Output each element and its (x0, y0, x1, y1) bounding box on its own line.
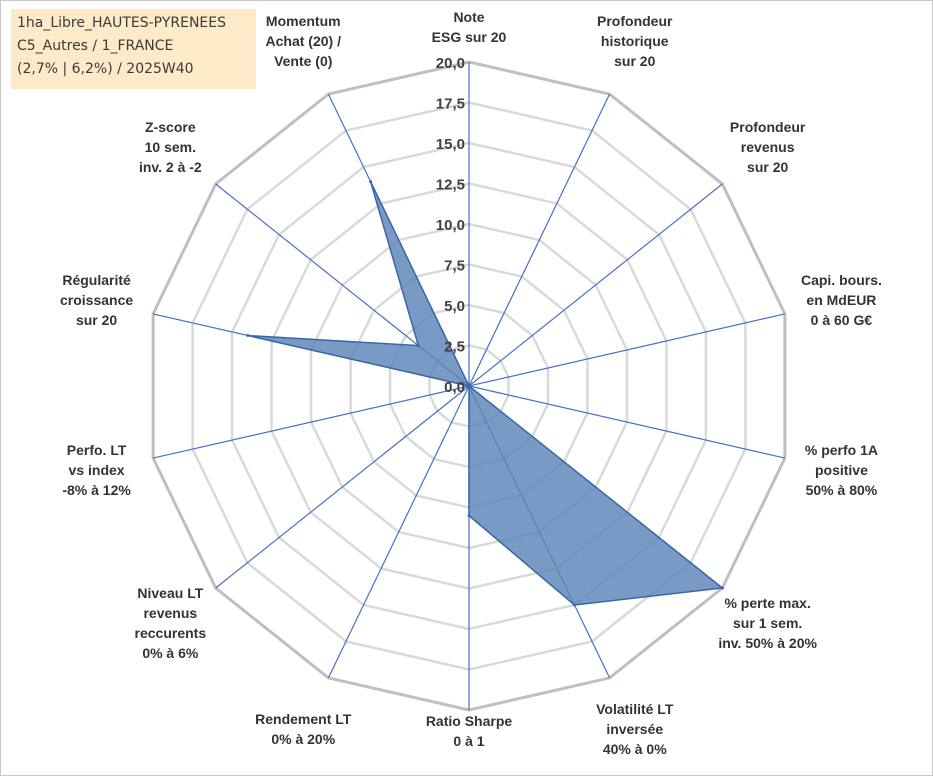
axis-label-8-line-0: Rendement LT (255, 711, 352, 727)
axis-label-10-line-1: vs index (69, 462, 125, 478)
axis-label-7-line-0: Ratio Sharpe (426, 713, 513, 729)
axis-label-11: Régularité croissance sur 20 (60, 272, 133, 328)
axis-spoke-9 (215, 385, 470, 589)
axis-spoke-10 (152, 385, 470, 459)
axis-label-3-line-1: en MdEUR (806, 292, 876, 308)
axis-label-7-line-1: 0 à 1 (453, 733, 484, 749)
tick-label-3: 7,5 (444, 258, 465, 275)
axis-label-13-line-2: Vente (0) (274, 53, 332, 69)
axis-label-9-line-2: reccurents (135, 625, 207, 641)
axis-label-13-line-1: Achat (20) / (266, 33, 342, 49)
axis-label-10-line-0: Perfo. LT (67, 442, 127, 458)
axis-label-5: % perte max. sur 1 sem. inv. 50% à 20% (718, 595, 817, 651)
axis-label-11-line-1: croissance (60, 292, 133, 308)
axis-spoke-3 (468, 313, 786, 387)
axis-label-6: Volatilité LT inversée 40% à 0% (596, 701, 674, 757)
axis-label-3: Capi. bours. en MdEUR 0 à 60 G€ (801, 272, 882, 328)
axis-label-11-line-0: Régularité (62, 272, 131, 288)
axis-label-2-line-0: Profondeur (730, 119, 806, 135)
axis-label-0-line-1: ESG sur 20 (432, 29, 507, 45)
axis-label-7: Ratio Sharpe 0 à 1 (426, 713, 513, 749)
axis-label-11-line-2: sur 20 (76, 312, 117, 328)
tick-label-0: 0,0 (444, 379, 465, 396)
axis-spoke-2 (468, 183, 723, 387)
axis-label-8: Rendement LT 0% à 20% (255, 711, 352, 747)
data-point-13 (369, 180, 373, 184)
axis-label-5-line-2: inv. 50% à 20% (718, 635, 817, 651)
tick-label-5: 12,5 (436, 177, 465, 194)
axis-label-12-line-0: Z-score (145, 119, 196, 135)
axis-label-6-line-1: inversée (606, 721, 663, 737)
axis-label-13: Momentum Achat (20) / Vente (0) (266, 13, 342, 69)
axis-spoke-1 (468, 93, 611, 387)
axis-label-3-line-2: 0 à 60 G€ (811, 312, 873, 328)
axis-label-10-line-2: -8% à 12% (62, 482, 131, 498)
info-line-3: (2,7% | 6,2%) / 2025W40 (17, 61, 194, 77)
axis-label-4-line-0: % perfo 1A (805, 442, 878, 458)
axis-label-9-line-0: Niveau LT (137, 585, 203, 601)
tick-label-8: 20,0 (436, 55, 465, 72)
axis-spoke-4 (468, 385, 786, 459)
axis-label-0-line-0: Note (453, 9, 484, 25)
axis-label-1: Profondeur historique sur 20 (597, 13, 673, 69)
info-line-1: 1ha_Libre_HAUTES-PYRENEES (17, 15, 226, 31)
series-area-0 (247, 181, 725, 606)
axis-label-12-line-1: 10 sem. (145, 139, 196, 155)
tick-label-6: 15,0 (436, 136, 465, 153)
radial-tick-labels: 0,0 2,5 5,0 7,5 10,0 12,5 15,0 17,5 20,0 (436, 55, 465, 396)
info-line-2: C5_Autres / 1_FRANCE (17, 38, 174, 54)
axis-label-1-line-1: historique (601, 33, 669, 49)
axis-label-4-line-1: positive (815, 462, 868, 478)
axis-label-13-line-0: Momentum (266, 13, 341, 29)
data-point-11 (246, 334, 250, 338)
data-point-12 (416, 344, 420, 348)
axis-label-9-line-3: 0% à 6% (142, 645, 199, 661)
axis-label-2-line-2: sur 20 (747, 159, 788, 175)
info-box: 1ha_Libre_HAUTES-PYRENEES C5_Autres / 1_… (11, 9, 256, 89)
axis-label-1-line-0: Profondeur (597, 13, 673, 29)
axis-label-5-line-1: sur 1 sem. (733, 615, 802, 631)
axis-label-3-line-0: Capi. bours. (801, 272, 882, 288)
axis-label-5-line-0: % perte max. (724, 595, 810, 611)
axis-label-4-line-2: 50% à 80% (806, 482, 878, 498)
axis-label-0: Note ESG sur 20 (432, 9, 507, 45)
tick-label-7: 17,5 (436, 96, 465, 113)
axis-label-1-line-2: sur 20 (614, 53, 655, 69)
axis-label-6-line-0: Volatilité LT (596, 701, 674, 717)
axis-label-2-line-1: revenus (741, 139, 795, 155)
tick-label-1: 2,5 (444, 339, 465, 356)
axis-label-12-line-2: inv. 2 à -2 (139, 159, 202, 175)
radar-series (246, 180, 725, 607)
axis-label-10: Perfo. LT vs index -8% à 12% (62, 442, 131, 498)
axis-label-4: % perfo 1A positive 50% à 80% (805, 442, 878, 498)
data-point-6 (572, 603, 576, 607)
data-point-7 (467, 514, 471, 518)
tick-label-2: 5,0 (444, 298, 465, 315)
axis-spoke-8 (327, 385, 470, 679)
data-point-10 (467, 384, 471, 388)
axis-label-12: Z-score 10 sem. inv. 2 à -2 (139, 119, 202, 175)
axis-label-9-line-1: revenus (143, 605, 197, 621)
tick-label-4: 10,0 (436, 217, 465, 234)
axis-label-9: Niveau LT revenus reccurents 0% à 6% (135, 585, 207, 661)
data-point-5 (720, 586, 724, 590)
axis-label-2: Profondeur revenus sur 20 (730, 119, 806, 175)
axis-labels: Note ESG sur 20 Profondeur historique sur 20… (60, 9, 882, 757)
axis-label-8-line-1: 0% à 20% (271, 731, 335, 747)
axis-label-6-line-2: 40% à 0% (603, 741, 667, 757)
